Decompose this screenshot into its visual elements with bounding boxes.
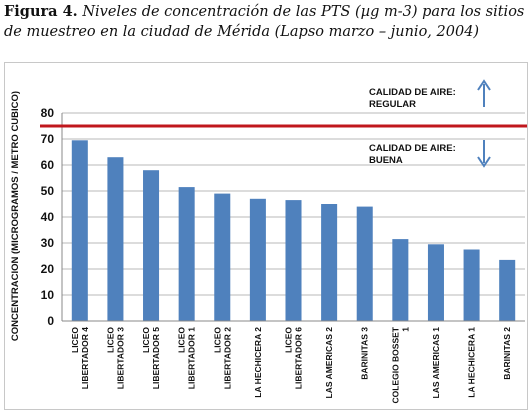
bar bbox=[107, 157, 124, 321]
bar bbox=[392, 239, 409, 321]
bar bbox=[499, 259, 516, 321]
x-category-label: LICEO bbox=[105, 327, 115, 353]
chart-frame bbox=[4, 62, 528, 410]
y-tick-label: 70 bbox=[41, 132, 55, 146]
x-category-label: LIBERTADOR 2 bbox=[222, 327, 232, 389]
y-tick-labels: 0 10 20 30 40 50 60 70 80 bbox=[41, 106, 55, 328]
y-tick-label: 60 bbox=[41, 158, 55, 172]
bar bbox=[427, 244, 444, 321]
x-category-label: COLEGIO BOSSET bbox=[390, 326, 400, 403]
x-category-label: LAS AMERICAS 2 bbox=[324, 327, 334, 399]
lower-note-line1: CALIDAD DE AIRE: bbox=[369, 143, 456, 154]
down-arrow-icon bbox=[477, 140, 491, 168]
x-category-label: LA HECHICERA 2 bbox=[253, 327, 263, 398]
x-category-label: LIBERTADOR 6 bbox=[294, 327, 304, 389]
bars bbox=[71, 140, 516, 321]
x-category-label: BARINITAS 3 bbox=[360, 327, 370, 380]
bar bbox=[71, 140, 88, 321]
x-category-label: LICEO bbox=[70, 327, 80, 353]
upper-note-line1: CALIDAD DE AIRE: bbox=[369, 87, 456, 98]
y-tick-label: 0 bbox=[47, 314, 54, 328]
y-tick-label: 80 bbox=[41, 106, 55, 120]
lower-note-line2: BUENA bbox=[369, 155, 403, 166]
y-tick-label: 20 bbox=[41, 262, 55, 276]
x-category-label: LIBERTADOR 5 bbox=[151, 327, 161, 389]
y-tick-label: 30 bbox=[41, 236, 55, 250]
x-category-label: 1 bbox=[400, 327, 410, 332]
y-tick-label: 40 bbox=[41, 210, 55, 224]
bar bbox=[143, 170, 160, 321]
bar bbox=[356, 206, 373, 321]
x-category-label: LAS AMERICAS 1 bbox=[431, 327, 441, 399]
y-axis-title: CONCENTRACION (MICROGRAMOS / METRO CUBIC… bbox=[10, 91, 21, 341]
axes bbox=[61, 113, 525, 322]
x-category-label: LA HECHICERA 1 bbox=[467, 327, 477, 398]
x-category-label: LICEO bbox=[141, 327, 151, 353]
up-arrow-icon bbox=[477, 79, 491, 107]
bar bbox=[321, 204, 338, 321]
y-tick-label: 10 bbox=[41, 288, 55, 302]
bar bbox=[285, 200, 302, 321]
bar bbox=[178, 187, 195, 321]
figure-caption: Figura 4. Niveles de concentración de la… bbox=[4, 2, 528, 42]
x-category-label: LICEO bbox=[284, 327, 294, 353]
caption-label: Figura 4. bbox=[4, 3, 78, 20]
bar bbox=[249, 198, 266, 321]
x-category-label: BARINITAS 2 bbox=[502, 327, 512, 380]
bar bbox=[214, 193, 231, 321]
upper-note-line2: REGULAR bbox=[369, 99, 416, 110]
x-category-label: LICEO bbox=[212, 327, 222, 353]
y-tick-label: 50 bbox=[41, 184, 55, 198]
x-category-label: LICEO bbox=[177, 327, 187, 353]
bar bbox=[463, 249, 480, 321]
x-category-label: LIBERTADOR 4 bbox=[80, 327, 90, 389]
caption-text: Niveles de concentración de las PTS (µg … bbox=[4, 4, 525, 40]
x-category-label: LIBERTADOR 1 bbox=[187, 327, 197, 389]
x-category-labels: LICEO LIBERTADOR 4 LICEO LIBERTADOR 3 LICEO L… bbox=[70, 326, 512, 403]
x-category-label: LIBERTADOR 3 bbox=[115, 327, 125, 389]
